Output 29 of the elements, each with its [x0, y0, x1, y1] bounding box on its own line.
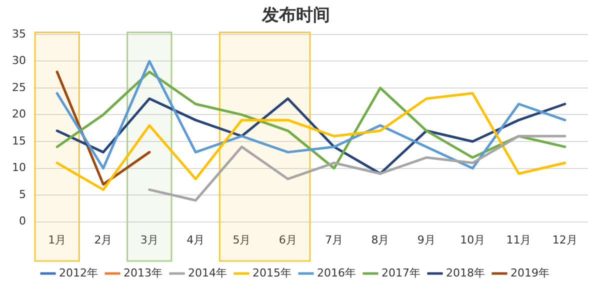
x-tick-label: 9月: [417, 233, 436, 246]
x-tick-label: 11月: [506, 233, 532, 246]
y-tick-label: 20: [12, 108, 26, 121]
legend-label: 2018年: [446, 266, 485, 280]
y-tick-label: 15: [12, 134, 26, 148]
legend-label: 2019年: [510, 266, 550, 280]
x-tick-label: 8月: [371, 233, 390, 246]
y-tick-label: 25: [12, 80, 26, 94]
y-tick-label: 5: [18, 188, 26, 201]
x-tick-label: 2月: [94, 233, 112, 246]
y-tick-label: 30: [12, 54, 26, 68]
legend-label: 2017年: [381, 266, 420, 280]
y-tick-label: 10: [12, 161, 26, 174]
x-tick-label: 6月: [278, 233, 297, 246]
legend-label: 2013年: [124, 266, 163, 280]
legend-label: 2016年: [317, 266, 356, 280]
x-tick-label: 3月: [140, 233, 158, 246]
y-tick-label: 35: [12, 27, 26, 40]
legend-label: 2012年: [59, 266, 98, 280]
legend-label: 2014年: [188, 266, 228, 280]
x-tick-label: 7月: [325, 233, 344, 246]
x-tick-label: 5月: [232, 233, 251, 246]
y-tick-label: 0: [18, 214, 26, 228]
chart-title: 发布时间: [261, 6, 330, 26]
x-tick-label: 10月: [460, 233, 486, 246]
x-tick-label: 4月: [186, 233, 205, 246]
legend-label: 2015年: [252, 266, 292, 280]
x-tick-label: 1月: [48, 233, 66, 246]
x-tick-label: 12月: [552, 233, 578, 246]
